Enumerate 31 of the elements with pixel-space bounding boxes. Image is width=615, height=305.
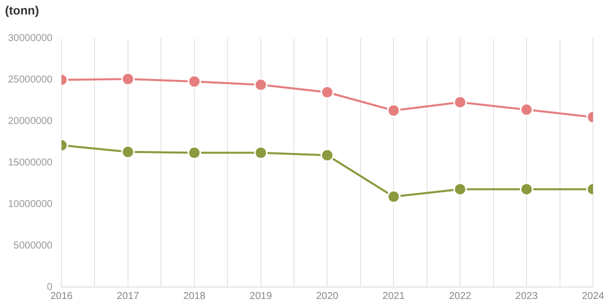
point bbox=[386, 190, 400, 204]
x-tick-label: 2021 bbox=[382, 290, 406, 302]
y-tick-label: 5000000 bbox=[14, 240, 53, 252]
point bbox=[520, 182, 534, 196]
point bbox=[320, 86, 334, 100]
y-tick-label: 20000000 bbox=[8, 116, 53, 128]
x-tick-label: 2020 bbox=[316, 290, 339, 302]
point bbox=[254, 146, 268, 160]
y-axis-title: (tonn) bbox=[5, 4, 39, 18]
point bbox=[520, 102, 534, 116]
point bbox=[121, 145, 135, 159]
y-tick-label: 25000000 bbox=[8, 74, 53, 86]
point bbox=[254, 78, 268, 92]
y-tick-label: 15000000 bbox=[8, 157, 53, 168]
x-tick-label: 2016 bbox=[50, 290, 74, 302]
point bbox=[453, 95, 467, 109]
point bbox=[320, 148, 334, 162]
x-tick-label: 2018 bbox=[183, 290, 206, 302]
x-tick-label: 2017 bbox=[116, 290, 140, 302]
point bbox=[386, 104, 400, 118]
x-tick-label: 2024 bbox=[582, 290, 605, 302]
y-tick-label: 10000000 bbox=[8, 198, 53, 210]
x-tick-label: 2023 bbox=[515, 290, 538, 302]
y-tick-label: 0 bbox=[46, 282, 53, 293]
point bbox=[121, 72, 135, 86]
point bbox=[453, 182, 467, 196]
x-tick-label: 2019 bbox=[250, 290, 272, 302]
point bbox=[188, 146, 202, 160]
y-tick-label: 30000000 bbox=[8, 33, 53, 44]
x-tick-label: 2022 bbox=[449, 290, 472, 302]
point bbox=[188, 74, 202, 88]
